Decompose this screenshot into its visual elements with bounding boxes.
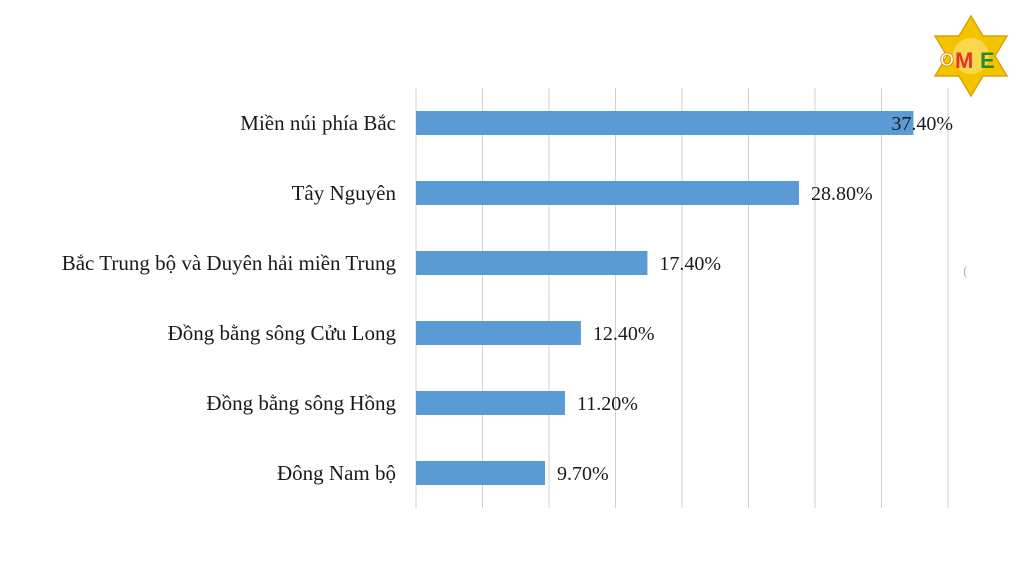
bar xyxy=(416,461,546,485)
category-label: Tây Nguyên xyxy=(292,181,397,205)
category-label: Đồng bằng sông Hồng xyxy=(206,391,396,415)
logo-letter-e: E xyxy=(980,48,995,73)
value-label: 9.70% xyxy=(557,463,609,485)
ome-logo-icon: O M E xyxy=(933,14,1009,98)
logo-letter-m: M xyxy=(955,48,973,73)
value-label: 17.40% xyxy=(659,253,721,275)
stray-mark: ( xyxy=(963,264,967,278)
bar xyxy=(416,111,914,135)
category-label: Đông Nam bộ xyxy=(277,461,396,485)
value-labels: 37.40% 28.80% 17.40% 12.40% 11.20% 9.70% xyxy=(557,113,953,485)
bar xyxy=(416,251,648,275)
category-label: Miền núi phía Bắc xyxy=(240,111,396,135)
value-label: 12.40% xyxy=(593,323,655,345)
logo-text: O M E xyxy=(940,48,995,73)
category-labels: Miền núi phía Bắc Tây Nguyên Bắc Trung bộ … xyxy=(62,111,397,485)
bar xyxy=(416,181,800,205)
gridlines xyxy=(415,88,949,508)
bar xyxy=(416,321,581,345)
logo-letter-o: O xyxy=(940,50,954,70)
value-label: 37.40% xyxy=(891,113,953,135)
category-label: Bắc Trung bộ và Duyên hải miền Trung xyxy=(62,251,397,275)
category-label: Đồng bằng sông Cửu Long xyxy=(168,321,397,345)
value-label: 11.20% xyxy=(577,393,638,415)
value-label: 28.80% xyxy=(811,183,873,205)
bars xyxy=(416,111,914,485)
bar xyxy=(416,391,565,415)
